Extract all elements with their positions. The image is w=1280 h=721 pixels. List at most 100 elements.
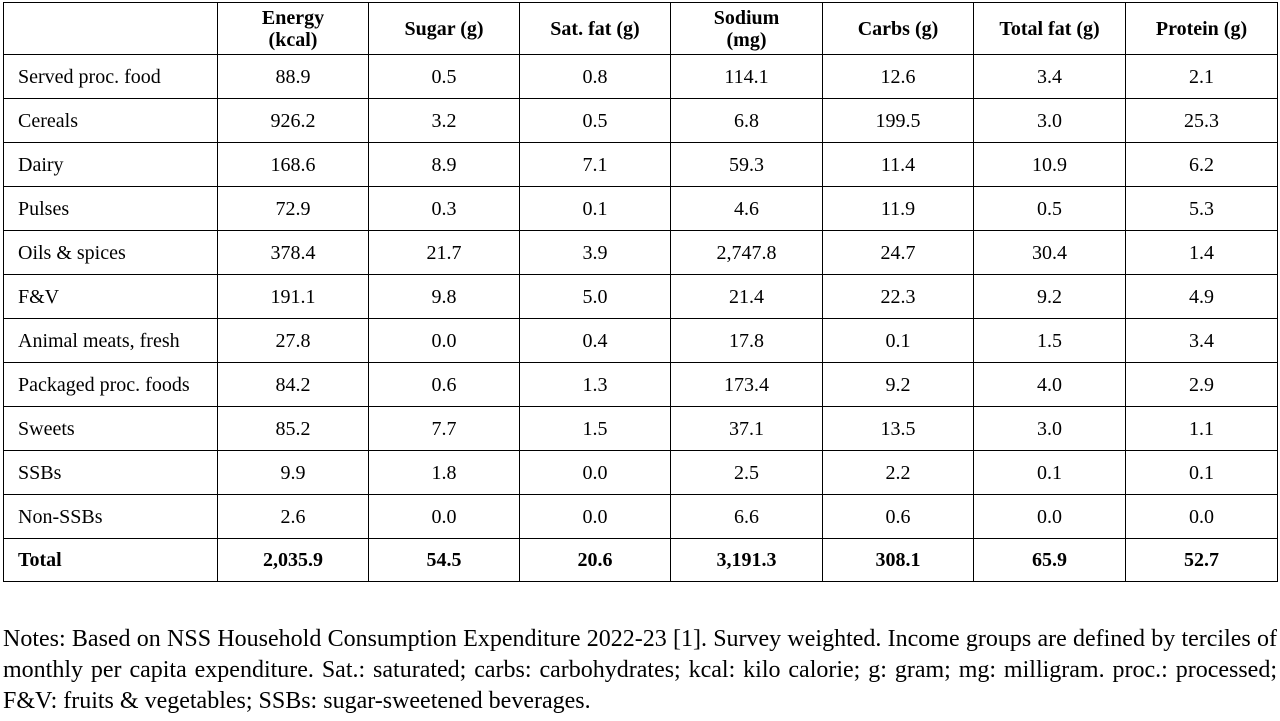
cell-carbs: 2.2	[822, 450, 974, 495]
cell-sugar: 7.7	[368, 406, 520, 451]
nutrient-table: Energy (kcal) Sugar (g) Sat. fat (g) Sod…	[3, 2, 1278, 582]
cell-protein: 2.9	[1125, 362, 1278, 407]
cell-sodium: 2.5	[670, 450, 823, 495]
cell-sodium: 173.4	[670, 362, 823, 407]
cell-protein: 5.3	[1125, 186, 1278, 231]
table-row: Non-SSBs 2.6 0.0 0.0 6.6 0.6 0.0 0.0	[3, 494, 1278, 539]
cell-carbs: 13.5	[822, 406, 974, 451]
cell-protein: 25.3	[1125, 98, 1278, 143]
table-row: Packaged proc. foods 84.2 0.6 1.3 173.4 9.2 4.…	[3, 362, 1278, 407]
cell-sodium: 37.1	[670, 406, 823, 451]
table-row: Sweets 85.2 7.7 1.5 37.1 13.5 3.0 1.1	[3, 406, 1278, 451]
cell-energy: 926.2	[217, 98, 369, 143]
header-cell-blank	[3, 2, 218, 55]
cell-sugar: 21.7	[368, 230, 520, 275]
cell-total-fat: 4.0	[973, 362, 1126, 407]
table-row: Cereals 926.2 3.2 0.5 6.8 199.5 3.0 25.3	[3, 98, 1278, 143]
total-cell-food-group: Total	[3, 538, 218, 582]
cell-energy: 378.4	[217, 230, 369, 275]
cell-sat-fat: 7.1	[519, 142, 671, 187]
cell-energy: 2.6	[217, 494, 369, 539]
table-row: Oils & spices 378.4 21.7 3.9 2,747.8 24.7 30.4…	[3, 230, 1278, 275]
header-cell-protein: Protein (g)	[1125, 2, 1278, 55]
cell-energy: 168.6	[217, 142, 369, 187]
cell-sugar: 8.9	[368, 142, 520, 187]
cell-carbs: 11.9	[822, 186, 974, 231]
cell-energy: 88.9	[217, 54, 369, 99]
header-cell-carbs: Carbs (g)	[822, 2, 974, 55]
cell-energy: 84.2	[217, 362, 369, 407]
total-cell-sat-fat: 20.6	[519, 538, 671, 582]
cell-sugar: 9.8	[368, 274, 520, 319]
cell-total-fat: 30.4	[973, 230, 1126, 275]
total-cell-sugar: 54.5	[368, 538, 520, 582]
cell-carbs: 12.6	[822, 54, 974, 99]
cell-energy: 72.9	[217, 186, 369, 231]
cell-sat-fat: 3.9	[519, 230, 671, 275]
cell-carbs: 9.2	[822, 362, 974, 407]
cell-food-group: Non-SSBs	[3, 494, 218, 539]
cell-sugar: 3.2	[368, 98, 520, 143]
cell-total-fat: 3.4	[973, 54, 1126, 99]
cell-sodium: 21.4	[670, 274, 823, 319]
cell-sat-fat: 5.0	[519, 274, 671, 319]
table-row: F&V 191.1 9.8 5.0 21.4 22.3 9.2 4.9	[3, 274, 1278, 319]
cell-energy: 85.2	[217, 406, 369, 451]
cell-sodium: 2,747.8	[670, 230, 823, 275]
cell-food-group: Packaged proc. foods	[3, 362, 218, 407]
cell-sodium: 6.6	[670, 494, 823, 539]
cell-total-fat: 9.2	[973, 274, 1126, 319]
total-cell-energy: 2,035.9	[217, 538, 369, 582]
cell-sodium: 114.1	[670, 54, 823, 99]
header-cell-total-fat: Total fat (g)	[973, 2, 1126, 55]
total-row: Total 2,035.9 54.5 20.6 3,191.3 308.1 65.9 52.7	[3, 538, 1278, 582]
cell-sodium: 6.8	[670, 98, 823, 143]
cell-protein: 6.2	[1125, 142, 1278, 187]
cell-total-fat: 3.0	[973, 406, 1126, 451]
table-notes: Notes: Based on NSS Household Consumptio…	[3, 626, 1277, 714]
cell-carbs: 24.7	[822, 230, 974, 275]
cell-sugar: 0.0	[368, 318, 520, 363]
cell-protein: 1.4	[1125, 230, 1278, 275]
cell-protein: 2.1	[1125, 54, 1278, 99]
cell-carbs: 199.5	[822, 98, 974, 143]
cell-energy: 191.1	[217, 274, 369, 319]
table-row: Animal meats, fresh 27.8 0.0 0.4 17.8 0.1 1.5 3…	[3, 318, 1278, 363]
cell-sugar: 0.0	[368, 494, 520, 539]
cell-sugar: 0.5	[368, 54, 520, 99]
header-cell-sat-fat: Sat. fat (g)	[519, 2, 671, 55]
header-sodium-label: Sodium (mg)	[713, 6, 780, 51]
cell-food-group: Cereals	[3, 98, 218, 143]
cell-food-group: F&V	[3, 274, 218, 319]
table-row: Dairy 168.6 8.9 7.1 59.3 11.4 10.9 6.2	[3, 142, 1278, 187]
cell-sat-fat: 0.0	[519, 450, 671, 495]
cell-energy: 27.8	[217, 318, 369, 363]
table-header: Energy (kcal) Sugar (g) Sat. fat (g) Sod…	[3, 2, 1278, 55]
cell-carbs: 22.3	[822, 274, 974, 319]
total-cell-total-fat: 65.9	[973, 538, 1126, 582]
cell-food-group: Animal meats, fresh	[3, 318, 218, 363]
total-cell-sodium: 3,191.3	[670, 538, 823, 582]
cell-sodium: 59.3	[670, 142, 823, 187]
header-cell-sodium: Sodium (mg)	[670, 2, 823, 55]
cell-sat-fat: 0.1	[519, 186, 671, 231]
cell-total-fat: 10.9	[973, 142, 1126, 187]
cell-sugar: 0.6	[368, 362, 520, 407]
cell-sat-fat: 0.0	[519, 494, 671, 539]
cell-sugar: 1.8	[368, 450, 520, 495]
cell-protein: 4.9	[1125, 274, 1278, 319]
total-cell-carbs: 308.1	[822, 538, 974, 582]
cell-food-group: SSBs	[3, 450, 218, 495]
cell-total-fat: 0.1	[973, 450, 1126, 495]
cell-sat-fat: 0.4	[519, 318, 671, 363]
cell-total-fat: 1.5	[973, 318, 1126, 363]
cell-protein: 0.1	[1125, 450, 1278, 495]
cell-carbs: 11.4	[822, 142, 974, 187]
table-body: Served proc. food 88.9 0.5 0.8 114.1 12.6 3.4 2…	[3, 54, 1278, 582]
cell-sodium: 4.6	[670, 186, 823, 231]
cell-food-group: Pulses	[3, 186, 218, 231]
cell-energy: 9.9	[217, 450, 369, 495]
cell-carbs: 0.6	[822, 494, 974, 539]
cell-food-group: Sweets	[3, 406, 218, 451]
cell-protein: 0.0	[1125, 494, 1278, 539]
